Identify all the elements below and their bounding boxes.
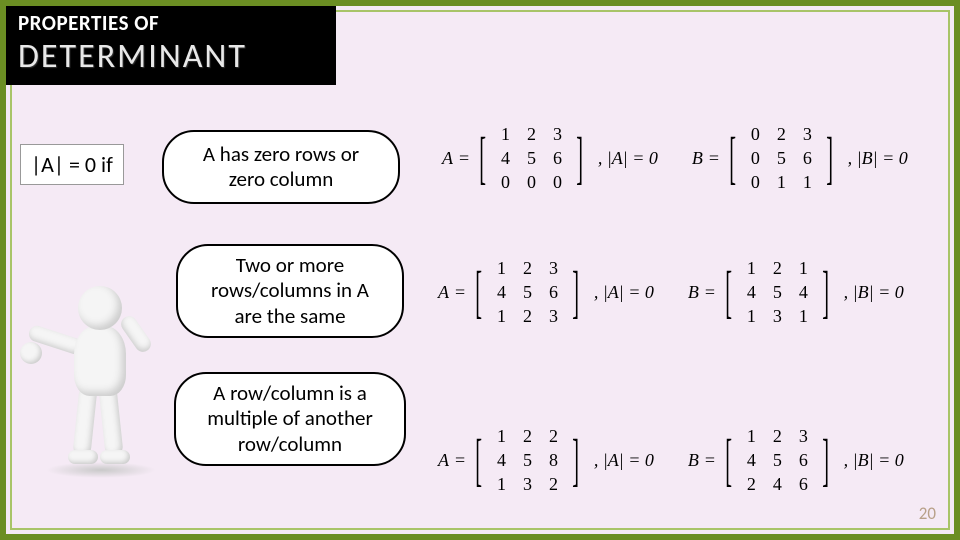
equals: = xyxy=(709,148,719,169)
det-B2: , |B| = 0 xyxy=(844,282,904,303)
person-figure-icon xyxy=(16,266,166,506)
det-B3: , |B| = 0 xyxy=(844,450,904,471)
bracket-icon: ] xyxy=(827,133,834,182)
matrix-B3-body: 123456246 xyxy=(740,424,814,496)
bubble2-line2: rows/columns in A xyxy=(211,278,369,303)
title-box: PROPERTIES OF DETERMINANT xyxy=(6,6,336,85)
matrix-A1-body: 123456000 xyxy=(494,122,568,194)
matrix-B2-body: 121454131 xyxy=(740,256,814,328)
bubble-same-rows: Two or more rows/columns in A are the sa… xyxy=(176,244,404,338)
page-number: 20 xyxy=(919,503,936,524)
matrix-A-label: A xyxy=(438,450,449,471)
bubble-zero-row-col: A has zero rows or zero column xyxy=(162,130,400,204)
bubble3-line2: multiple of another xyxy=(207,406,373,431)
bubble2-line3: are the same xyxy=(234,304,345,329)
matrix-A-label: A xyxy=(438,282,449,303)
matrix-A2-body: 123456123 xyxy=(490,256,564,328)
matrix-B-label: B xyxy=(688,282,699,303)
condition-box: |A| = 0 if xyxy=(20,144,124,185)
bracket-icon: [ xyxy=(479,133,486,182)
matrix-A3-body: 122458132 xyxy=(490,424,564,496)
det-A1: , |A| = 0 xyxy=(598,148,658,169)
matrix-B-label: B xyxy=(692,148,703,169)
bubble3-line1: A row/column is a xyxy=(213,381,367,406)
matrix-row-3: A = [ 122458132 ] , |A| = 0 B = [ 123456… xyxy=(438,424,904,496)
matrix-B-label: B xyxy=(688,450,699,471)
equals: = xyxy=(459,148,469,169)
condition-text: |A| = 0 if xyxy=(31,151,113,178)
bracket-icon: ] xyxy=(577,133,584,182)
bracket-icon: [ xyxy=(729,133,736,182)
matrix-B1-body: 023056011 xyxy=(744,122,818,194)
slide: PROPERTIES OF DETERMINANT |A| = 0 if A h… xyxy=(0,0,960,540)
det-B1: , |B| = 0 xyxy=(848,148,908,169)
matrix-A-label: A xyxy=(442,148,453,169)
det-A2: , |A| = 0 xyxy=(594,282,654,303)
bubble3-line3: row/column xyxy=(238,432,342,457)
det-A3: , |A| = 0 xyxy=(594,450,654,471)
bubble-multiple-rows: A row/column is a multiple of another ro… xyxy=(174,372,406,466)
title-line1: PROPERTIES OF xyxy=(18,10,318,36)
bubble2-line1: Two or more xyxy=(236,253,344,278)
bubble1-line1: A has zero rows or xyxy=(203,142,359,167)
matrix-row-1: A = [ 123456000 ] , |A| = 0 B = [ 023056… xyxy=(442,122,908,194)
title-line2: DETERMINANT xyxy=(18,36,318,77)
bubble1-line2: zero column xyxy=(229,167,334,192)
matrix-row-2: A = [ 123456123 ] , |A| = 0 B = [ 121454… xyxy=(438,256,904,328)
